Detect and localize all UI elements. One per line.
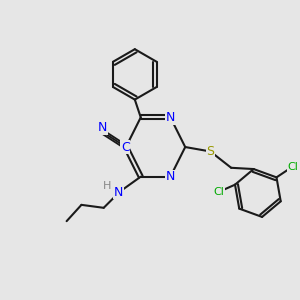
Text: N: N <box>166 111 175 124</box>
Text: N: N <box>114 186 123 199</box>
Text: N: N <box>98 121 107 134</box>
Text: C: C <box>121 140 130 154</box>
Text: H: H <box>103 181 112 191</box>
Text: N: N <box>166 170 175 183</box>
Text: Cl: Cl <box>287 162 298 172</box>
Text: S: S <box>206 145 214 158</box>
Text: Cl: Cl <box>213 187 224 197</box>
